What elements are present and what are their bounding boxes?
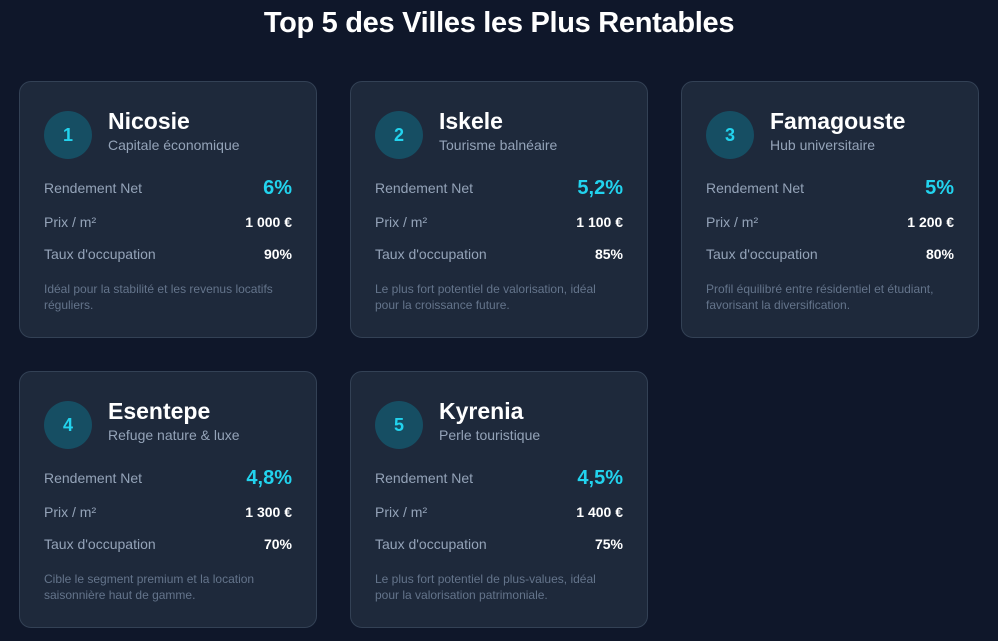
stat-yield-value: 4,8% (246, 466, 292, 489)
stat-price-value: 1 100 € (576, 214, 623, 230)
card-heading: Esentepe Refuge nature & luxe (108, 398, 240, 444)
city-name: Famagouste (770, 108, 906, 134)
stat-yield: Rendement Net 5,2% (375, 175, 623, 201)
city-description: Profil équilibré entre résidentiel et ét… (706, 282, 934, 312)
stat-price: Prix / m² 1 400 € (375, 501, 623, 523)
stat-price-value: 1 300 € (245, 504, 292, 520)
stat-price-label: Prix / m² (44, 214, 97, 230)
stat-yield: Rendement Net 4,8% (44, 465, 292, 491)
stat-yield-value: 4,5% (577, 466, 623, 489)
stat-occupancy-value: 70% (263, 536, 292, 552)
stat-price-label: Prix / m² (44, 504, 97, 520)
stat-price-label: Prix / m² (375, 214, 428, 230)
stat-occupancy-value: 85% (594, 246, 623, 262)
city-subtitle: Capitale économique (108, 137, 240, 153)
city-card-esentepe: 4 Esentepe Refuge nature & luxe Rendemen… (19, 371, 317, 628)
stat-price: Prix / m² 1 300 € (44, 501, 292, 523)
stat-occupancy-label: Taux d'occupation (375, 246, 487, 262)
page-title: Top 5 des Villes les Plus Rentables (263, 7, 735, 39)
stats-list: Rendement Net 6% Prix / m² 1 000 € Taux … (44, 175, 292, 265)
card-header: 4 Esentepe Refuge nature & luxe (44, 398, 292, 451)
stat-yield-value: 5,2% (577, 176, 623, 199)
city-name: Nicosie (108, 108, 190, 134)
stat-occupancy-value: 75% (594, 536, 623, 552)
stat-occupancy-label: Taux d'occupation (375, 536, 487, 552)
stat-yield-label: Rendement Net (44, 180, 143, 196)
city-card-iskele: 2 Iskele Tourisme balnéaire Rendement Ne… (350, 81, 648, 338)
rank-badge: 2 (375, 111, 423, 159)
city-description: Le plus fort potentiel de plus-values, i… (375, 572, 596, 602)
stat-price-value: 1 200 € (907, 214, 954, 230)
stat-occupancy-label: Taux d'occupation (706, 246, 818, 262)
stat-yield: Rendement Net 4,5% (375, 465, 623, 491)
stat-occupancy-value: 90% (263, 246, 292, 262)
stat-price: Prix / m² 1 100 € (375, 211, 623, 233)
city-name: Kyrenia (439, 398, 524, 424)
stat-price-label: Prix / m² (375, 504, 428, 520)
rank-badge: 3 (706, 111, 754, 159)
stat-yield-label: Rendement Net (706, 180, 805, 196)
city-description: Idéal pour la stabilité et les revenus l… (44, 282, 273, 312)
city-card-nicosie: 1 Nicosie Capitale économique Rendement … (19, 81, 317, 338)
stat-yield: Rendement Net 5% (706, 175, 954, 201)
stat-occupancy: Taux d'occupation 80% (706, 243, 954, 265)
stats-list: Rendement Net 4,8% Prix / m² 1 300 € Tau… (44, 465, 292, 555)
card-header: 1 Nicosie Capitale économique (44, 108, 292, 161)
stat-yield-label: Rendement Net (375, 470, 474, 486)
stat-yield-label: Rendement Net (375, 180, 474, 196)
card-header: 3 Famagouste Hub universitaire (706, 108, 954, 161)
rank-badge: 4 (44, 401, 92, 449)
stats-list: Rendement Net 5% Prix / m² 1 200 € Taux … (706, 175, 954, 265)
city-subtitle: Perle touristique (439, 427, 541, 443)
city-name: Iskele (439, 108, 503, 134)
stat-occupancy: Taux d'occupation 85% (375, 243, 623, 265)
stat-occupancy: Taux d'occupation 75% (375, 533, 623, 555)
city-card-kyrenia: 5 Kyrenia Perle touristique Rendement Ne… (350, 371, 648, 628)
city-subtitle: Refuge nature & luxe (108, 427, 240, 443)
city-cards-grid: 1 Nicosie Capitale économique Rendement … (19, 81, 979, 628)
stat-price-value: 1 000 € (245, 214, 292, 230)
stat-price: Prix / m² 1 000 € (44, 211, 292, 233)
stat-occupancy: Taux d'occupation 90% (44, 243, 292, 265)
city-subtitle: Tourisme balnéaire (439, 137, 558, 153)
rank-badge: 5 (375, 401, 423, 449)
stats-list: Rendement Net 5,2% Prix / m² 1 100 € Tau… (375, 175, 623, 265)
rank-badge: 1 (44, 111, 92, 159)
stat-yield-value: 5% (925, 176, 954, 199)
city-description: Le plus fort potentiel de valorisation, … (375, 282, 596, 312)
stat-yield-value: 6% (263, 176, 292, 199)
stat-occupancy-label: Taux d'occupation (44, 536, 156, 552)
stat-occupancy-value: 80% (925, 246, 954, 262)
card-heading: Kyrenia Perle touristique (439, 398, 541, 444)
card-heading: Famagouste Hub universitaire (770, 108, 905, 154)
stat-occupancy-label: Taux d'occupation (44, 246, 156, 262)
city-description: Cible le segment premium et la location … (44, 572, 255, 602)
stat-price: Prix / m² 1 200 € (706, 211, 954, 233)
stat-price-label: Prix / m² (706, 214, 759, 230)
city-card-famagouste: 3 Famagouste Hub universitaire Rendement… (681, 81, 979, 338)
stat-yield-label: Rendement Net (44, 470, 143, 486)
stat-occupancy: Taux d'occupation 70% (44, 533, 292, 555)
card-heading: Nicosie Capitale économique (108, 108, 240, 154)
city-name: Esentepe (108, 398, 211, 424)
stat-price-value: 1 400 € (576, 504, 623, 520)
card-header: 2 Iskele Tourisme balnéaire (375, 108, 623, 161)
card-header: 5 Kyrenia Perle touristique (375, 398, 623, 451)
city-subtitle: Hub universitaire (770, 137, 876, 153)
stat-yield: Rendement Net 6% (44, 175, 292, 201)
card-heading: Iskele Tourisme balnéaire (439, 108, 558, 154)
stats-list: Rendement Net 4,5% Prix / m² 1 400 € Tau… (375, 465, 623, 555)
